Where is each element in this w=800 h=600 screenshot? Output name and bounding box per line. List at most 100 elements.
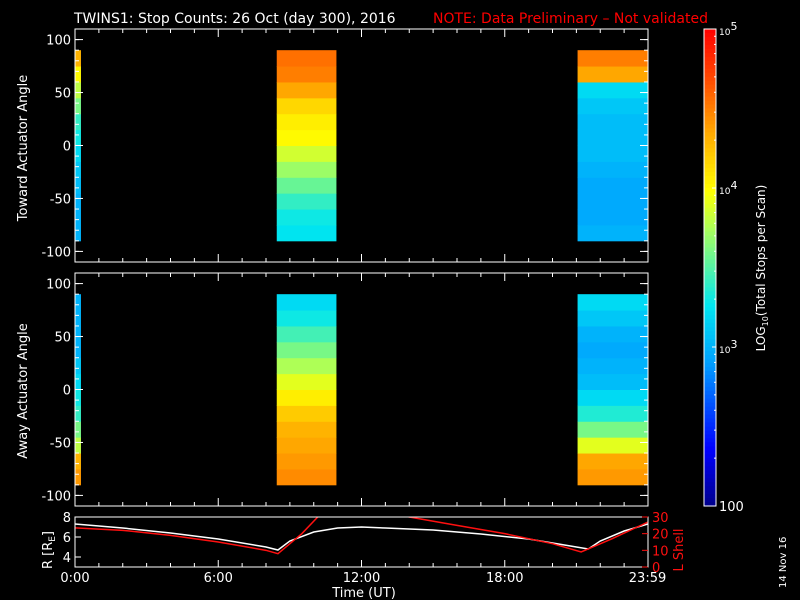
colorbar-band-64: [704, 283, 716, 288]
ytick-label-1-0: 100: [46, 278, 71, 293]
orbit-xtick-label-3: 18:00: [486, 571, 523, 586]
colorbar-band-100: [704, 426, 716, 432]
heatmap-cell-1-1-2: [276, 437, 337, 454]
colorbar-band-110: [704, 466, 716, 471]
generation-date: 14 Nov 16: [778, 537, 789, 588]
colorbar-band-88: [704, 378, 716, 384]
heatmap-cell-0-0-11: [75, 50, 81, 67]
heatmap-cell-1-2-4: [577, 405, 648, 422]
colorbar-band-16: [704, 92, 716, 98]
colorbar-band-31: [704, 152, 716, 157]
colorbar-band-118: [704, 498, 716, 503]
orbit-y2label: L Shell: [672, 528, 687, 571]
heatmap-cell-0-0-1: [75, 209, 81, 226]
heatmap-cell-0-2-8: [577, 97, 648, 115]
orbit-xtick-label-1: 6:00: [204, 571, 233, 586]
colorbar-band-36: [704, 172, 716, 177]
heatmap-cell-0-2-3: [577, 177, 648, 194]
colorbar-band-106: [704, 450, 716, 455]
heatmap-cell-0-1-1: [276, 209, 337, 226]
colorbar-band-3: [704, 40, 716, 46]
colorbar-band-45: [704, 207, 716, 213]
colorbar-band-40: [704, 188, 716, 193]
heatmap-cell-0-1-10: [276, 66, 337, 83]
toward-ylabel: Toward Actuator Angle: [16, 75, 31, 222]
heatmap-cell-1-0-3: [75, 421, 81, 438]
colorbar-band-18: [704, 100, 716, 106]
colorbar-band-4: [704, 44, 716, 50]
colorbar-band-114: [704, 482, 716, 487]
colorbar-band-50: [704, 227, 716, 233]
colorbar-band-98: [704, 418, 716, 424]
heatmap-cell-0-1-8: [276, 97, 337, 115]
heatmap-cell-1-2-8: [577, 341, 648, 359]
colorbar-band-89: [704, 382, 716, 388]
colorbar-band-53: [704, 239, 716, 245]
colorbar-band-5: [704, 48, 716, 54]
colorbar-band-49: [704, 223, 716, 229]
heatmap-cell-0-0-9: [75, 81, 81, 99]
colorbar-band-111: [704, 470, 716, 475]
colorbar-band-33: [704, 160, 716, 165]
heatmap-cell-1-1-0: [276, 468, 337, 486]
colorbar-band-34: [704, 164, 716, 169]
colorbar-band-79: [704, 343, 716, 348]
colorbar-band-62: [704, 275, 716, 281]
colorbar-tick-exp-0: 5: [730, 20, 737, 33]
colorbar-band-86: [704, 370, 716, 376]
colorbar-band-26: [704, 132, 716, 137]
away-ylabel: Away Actuator Angle: [16, 323, 31, 458]
heatmap-cell-1-1-9: [276, 325, 337, 343]
colorbar-band-27: [704, 136, 716, 141]
colorbar-band-30: [704, 148, 716, 153]
orbit-y2tick-label-0: 30: [652, 511, 669, 526]
colorbar-band-67: [704, 295, 716, 300]
heatmap-cell-1-2-11: [577, 294, 648, 311]
colorbar-band-38: [704, 180, 716, 185]
heatmap-cell-0-2-4: [577, 161, 648, 178]
heatmap-cell-1-2-6: [577, 373, 648, 390]
preliminary-note: NOTE: Data Preliminary – Not validated: [433, 11, 708, 27]
ytick-label-0-1: 50: [54, 87, 71, 102]
colorbar-band-68: [704, 299, 716, 304]
ytick-label-1-1: 50: [54, 331, 71, 346]
colorbar-band-51: [704, 231, 716, 237]
colorbar-band-75: [704, 327, 716, 332]
heatmap-cell-1-0-4: [75, 405, 81, 422]
heatmap-cell-1-1-6: [276, 373, 337, 390]
orbit-ytick-label-2: 4: [63, 551, 71, 566]
heatmap-cell-1-1-1: [276, 453, 337, 470]
colorbar-band-72: [704, 315, 716, 320]
heatmap-cell-0-0-3: [75, 177, 81, 194]
orbit-ylabel: R [RE]: [41, 531, 58, 569]
colorbar-band-109: [704, 462, 716, 467]
colorbar-band-57: [704, 255, 716, 261]
heatmap-cell-1-0-2: [75, 437, 81, 454]
orbit-y2tick-label-1: 20: [652, 528, 669, 543]
colorbar-band-101: [704, 430, 716, 436]
colorbar-band-83: [704, 358, 716, 364]
colorbar-band-11: [704, 72, 716, 78]
heatmap-cell-0-2-10: [577, 66, 648, 83]
colorbar-band-59: [704, 263, 716, 269]
colorbar-tick-exp-2: 3: [730, 338, 737, 351]
heatmap-cell-1-0-8: [75, 341, 81, 359]
colorbar-frame: [703, 28, 717, 507]
orbit-xtick-label-4: 23:59: [629, 571, 666, 586]
heatmap-cell-1-0-6: [75, 373, 81, 390]
heatmap-cell-0-1-6: [276, 129, 337, 146]
colorbar-band-42: [704, 195, 716, 201]
colorbar-band-25: [704, 128, 716, 133]
colorbar-tick-label-3: 100: [719, 500, 744, 515]
heatmap-cell-1-0-1: [75, 453, 81, 470]
heatmap-cell-0-2-2: [577, 193, 648, 210]
heatmap-cell-0-1-3: [276, 177, 337, 194]
heatmap-cell-0-2-11: [577, 50, 648, 67]
heatmap-cell-0-1-0: [276, 224, 337, 242]
colorbar-band-60: [704, 267, 716, 273]
colorbar-band-65: [704, 287, 716, 292]
heatmap-cell-0-0-4: [75, 161, 81, 178]
colorbar-band-93: [704, 398, 716, 404]
